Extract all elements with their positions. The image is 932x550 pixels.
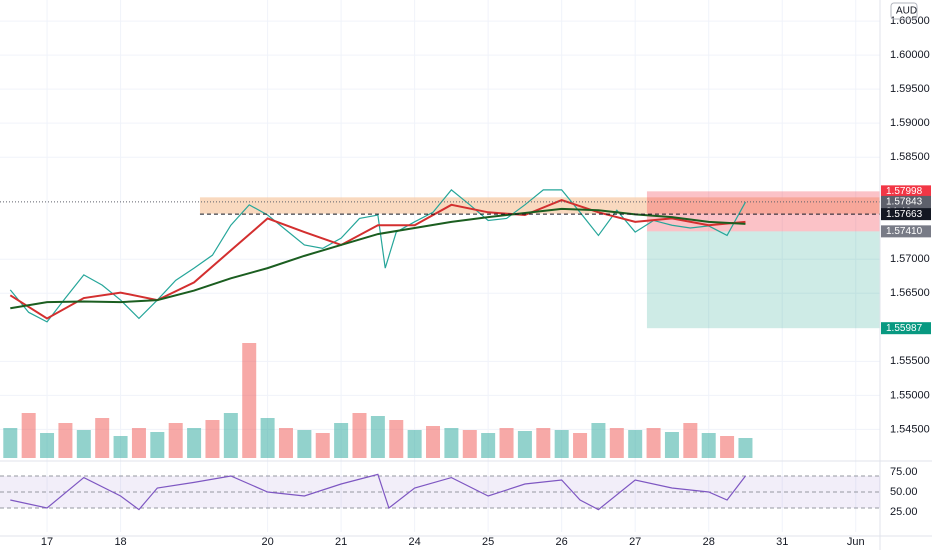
volume-bar [609,428,624,458]
y-tick-label: 1.54500 [890,423,930,435]
volume-bar [334,423,349,458]
volume-bar [278,428,293,458]
y-tick-label: 1.56500 [890,287,930,299]
volume-bar [315,433,330,458]
volume-bar [297,430,312,458]
currency-label: AUD [896,6,917,17]
volume-bar [389,420,404,458]
x-tick-label: 18 [114,536,126,548]
volume-bar [113,436,128,458]
volume-bar [76,430,91,458]
volume-bar [131,428,146,458]
volume-bar [168,423,183,458]
volume-bar [260,418,275,458]
volume-bar [720,436,735,458]
volume-bar [573,433,588,458]
x-tick-label: 21 [335,536,347,548]
x-tick-label: Jun [847,536,865,548]
x-tick-label: 24 [409,536,421,548]
y-tick-label: 1.57000 [890,253,930,265]
y-tick-label: 1.60000 [890,49,930,61]
volume-bar [701,433,716,458]
volume-bar [536,428,551,458]
volume-bar [628,430,643,458]
y-tick-label: 1.59000 [890,117,930,129]
stop-label: 1.57998 [886,186,923,197]
volume-bar [664,432,679,458]
x-tick-label: 25 [482,536,494,548]
y-tick-label: 1.55000 [890,389,930,401]
series-line [10,473,746,511]
currency-box [890,2,918,20]
volume-bar [95,418,110,458]
y-tick-label: 1.58500 [890,151,930,163]
y-tick-label: 1.59500 [890,83,930,95]
y-tick-label: 1.55500 [890,355,930,367]
volume-bar [481,433,496,458]
volume-bar [58,423,73,458]
entry-label: 1.57410 [886,226,923,237]
volume-bar [21,413,36,458]
y-tick-label: 1.60500 [890,15,930,27]
volume-bar [738,438,753,458]
rsi-tick-label: 50.00 [890,486,918,498]
volume-bar [40,433,55,458]
volume-bar [462,430,477,458]
volume-bar [646,428,661,458]
series-line [9,198,746,320]
volume-bar [426,426,441,458]
target-label: 1.55987 [886,323,923,334]
x-tick-label: 28 [703,536,715,548]
level-label-box [881,208,931,221]
series-line [10,207,746,310]
volume-bar [554,430,569,458]
target-label-box [881,322,931,335]
volume-bar [444,428,459,458]
volume-bar [591,423,606,458]
volume-bar [242,343,257,458]
entry-label-box [881,225,931,238]
volume-bar [150,432,165,458]
volume-bar [370,416,385,458]
level-label: 1.57663 [886,209,923,220]
volume-bar [205,420,220,458]
volume-bar [407,430,422,458]
volume-bar [499,428,514,458]
volume-bar [3,428,18,458]
stop-zone [646,191,880,232]
x-tick-label: 27 [629,536,641,548]
volume-bar [187,428,202,458]
series-line [9,189,746,323]
stop-label-box [881,185,931,198]
volume-bar [517,431,532,458]
x-tick-label: 20 [261,536,273,548]
rsi-tick-label: 25.00 [890,506,918,518]
x-tick-label: 31 [776,536,788,548]
rsi-tick-label: 75.00 [890,466,918,478]
volume-bar [683,423,698,458]
volume-bar [352,413,367,458]
last-price-label: 1.57843 [886,197,923,208]
target-zone [646,231,880,329]
x-tick-label: 17 [41,536,53,548]
x-tick-label: 26 [556,536,568,548]
volume-bar [223,413,238,458]
